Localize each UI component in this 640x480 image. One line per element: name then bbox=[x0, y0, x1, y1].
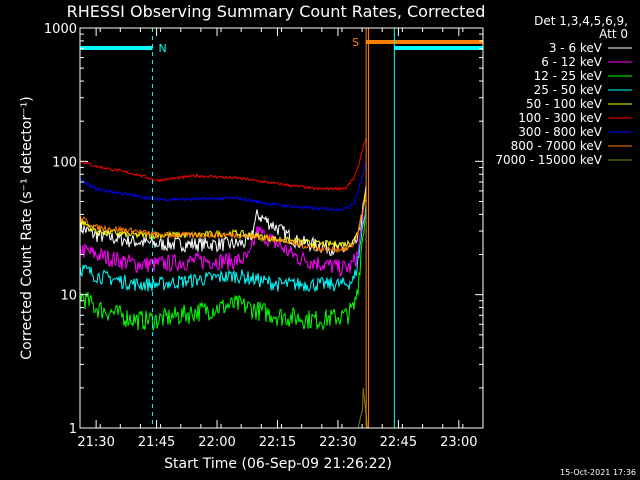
y-axis: 1 10 100 1000 bbox=[44, 22, 483, 437]
legend-entry-label: 100 - 300 keV bbox=[518, 111, 602, 125]
x-axis-label: Start Time (06-Sep-09 21:26:22) bbox=[164, 456, 392, 472]
legend-entry-label: 7000 - 15000 keV bbox=[495, 153, 602, 167]
x-tick-label: 22:00 bbox=[198, 435, 235, 450]
x-tick-label: 23:00 bbox=[440, 435, 477, 450]
x-tick-label: 22:15 bbox=[259, 435, 296, 450]
x-axis: 21:30 21:45 22:00 22:15 22:30 22:45 23:00 bbox=[77, 28, 484, 450]
timestamp: 15-Oct-2021 17:36 bbox=[560, 468, 636, 477]
legend-entry-label: 300 - 800 keV bbox=[518, 125, 602, 139]
flag-bar bbox=[366, 40, 483, 44]
series-line bbox=[79, 203, 367, 293]
x-tick-label: 21:45 bbox=[138, 435, 175, 450]
legend-entry-label: 12 - 25 keV bbox=[534, 69, 603, 83]
series-line bbox=[79, 138, 367, 191]
series-line bbox=[79, 193, 367, 278]
chart-title: RHESSI Observing Summary Count Rates, Co… bbox=[67, 2, 486, 21]
x-tick-label: 22:45 bbox=[380, 435, 417, 450]
x-tick-label: 22:30 bbox=[319, 435, 356, 450]
legend-entry-label: 25 - 50 keV bbox=[534, 83, 603, 97]
y-tick-label: 100 bbox=[52, 155, 77, 170]
legend-entry-label: 50 - 100 keV bbox=[526, 97, 603, 111]
flag-label: S bbox=[352, 36, 359, 49]
legend-header: Det 1,3,4,5,6,9, bbox=[534, 14, 628, 28]
series-line bbox=[79, 162, 367, 212]
y-tick-label: 10 bbox=[60, 289, 77, 304]
series-line bbox=[79, 185, 367, 256]
x-tick-label: 21:30 bbox=[77, 435, 114, 450]
series-line bbox=[79, 198, 367, 254]
legend-entry-label: 800 - 7000 keV bbox=[511, 139, 603, 153]
series-line bbox=[79, 215, 367, 331]
plot-frame bbox=[79, 27, 484, 429]
flag-bar bbox=[80, 46, 153, 50]
y-tick-label: 1 bbox=[69, 422, 77, 437]
orbit-markers bbox=[79, 28, 484, 428]
legend-entry-label: 3 - 6 keV bbox=[549, 41, 603, 55]
flag-bar bbox=[394, 46, 483, 50]
y-axis-label: Corrected Count Rate (s⁻¹ detector⁻¹) bbox=[19, 96, 35, 359]
series-line bbox=[357, 387, 369, 429]
flag-label: N bbox=[159, 42, 167, 55]
series-lines bbox=[79, 138, 369, 429]
legend-header: Att 0 bbox=[599, 27, 628, 41]
legend-entry-label: 6 - 12 keV bbox=[541, 55, 603, 69]
y-tick-label: 1000 bbox=[44, 22, 77, 37]
